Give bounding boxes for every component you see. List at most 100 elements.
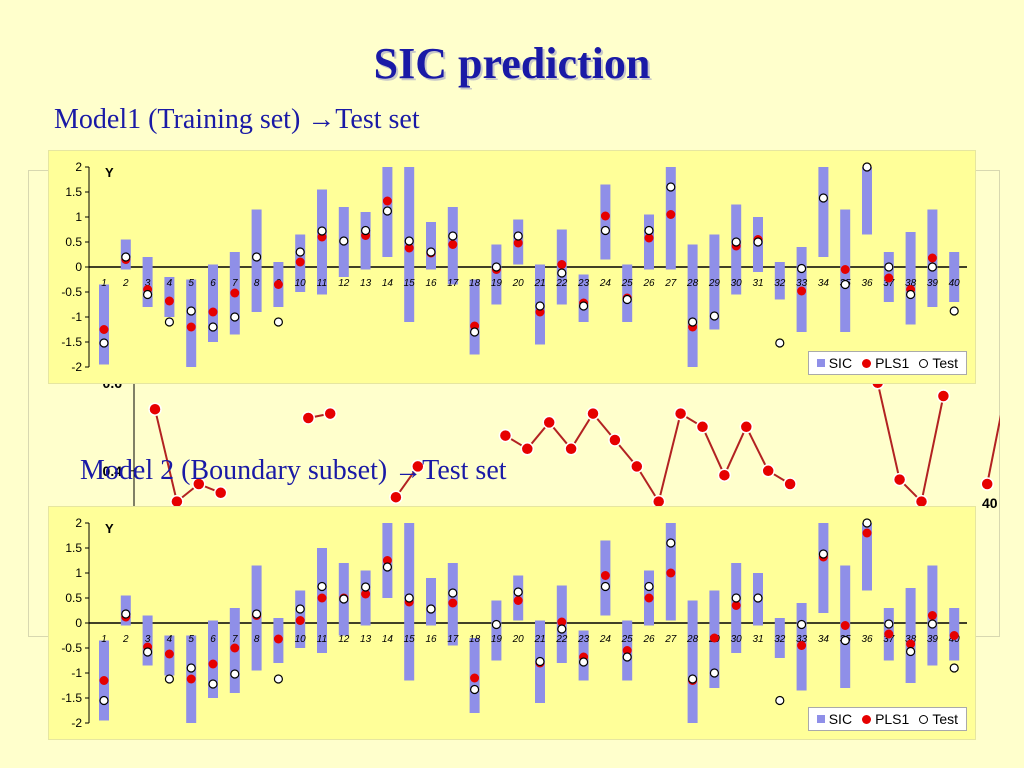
test-point xyxy=(470,327,480,337)
model1-chart-panel: 21.510.50-0.5-1-1.5-2Y123456789101112131… xyxy=(48,150,976,384)
test-point xyxy=(230,312,240,322)
test-point xyxy=(295,604,305,614)
test-point xyxy=(295,247,305,257)
test-point xyxy=(775,338,785,348)
legend-label-test: Test xyxy=(932,355,958,371)
test-point xyxy=(666,182,676,192)
x-category-label: 8 xyxy=(254,278,260,289)
x-category-label: 28 xyxy=(686,278,699,289)
test-point xyxy=(709,311,720,321)
test-point xyxy=(862,162,872,172)
test-point xyxy=(382,562,392,572)
y-axis-label: Y xyxy=(105,165,114,180)
pls1-point xyxy=(644,593,654,603)
x-category-label: 16 xyxy=(425,634,437,645)
y-tick-label: -1.5 xyxy=(61,335,82,349)
pls1-point xyxy=(404,243,414,253)
bg-line-segment xyxy=(154,408,178,502)
pls1-point xyxy=(884,273,894,283)
pls1-point xyxy=(230,643,240,653)
x-category-label: 39 xyxy=(927,278,939,289)
pls1-point xyxy=(666,210,676,219)
x-category-label: 34 xyxy=(818,278,830,289)
x-category-label: 29 xyxy=(708,278,721,289)
bg-line-point xyxy=(892,472,907,487)
x-category-label: 36 xyxy=(861,278,873,289)
x-category-label: 11 xyxy=(317,278,327,289)
test-point xyxy=(252,252,262,262)
test-point xyxy=(949,663,959,673)
bg-line-point xyxy=(586,406,600,421)
x-category-label: 15 xyxy=(404,634,416,645)
test-point xyxy=(252,609,262,619)
test-point xyxy=(230,669,240,679)
pls1-point xyxy=(99,325,109,334)
pls1-point xyxy=(361,589,371,599)
x-category-label: 18 xyxy=(469,278,481,289)
pls1-point xyxy=(295,616,305,625)
sic-range-bar xyxy=(142,615,153,666)
test-point xyxy=(753,237,763,247)
y-tick-label: -0.5 xyxy=(61,641,82,655)
x-category-label: 30 xyxy=(731,278,743,289)
sic-range-bar xyxy=(862,167,872,235)
x-category-label: 38 xyxy=(905,278,917,289)
x-category-label: 2 xyxy=(122,278,129,289)
bg-line-point xyxy=(630,459,644,474)
y-tick-label: 1 xyxy=(75,566,82,580)
sic-range-bar xyxy=(774,262,785,300)
test-point xyxy=(121,609,131,619)
pls1-point xyxy=(840,621,850,630)
legend-label-sic: SIC xyxy=(828,711,853,727)
sic-range-bar xyxy=(426,222,436,270)
bg-line-point xyxy=(148,402,162,416)
pls1-point xyxy=(600,211,610,221)
x-category-label: 19 xyxy=(491,278,503,289)
bg-line-segment xyxy=(570,413,594,450)
test-point xyxy=(164,317,175,327)
sic-range-bar xyxy=(687,244,698,367)
sic-range-bar xyxy=(862,523,872,591)
test-point xyxy=(622,652,632,662)
y-tick-label: 0.5 xyxy=(65,235,82,249)
bg-line-point xyxy=(301,411,316,425)
legend-label-sic: SIC xyxy=(828,355,853,371)
test-swatch xyxy=(919,358,929,368)
x-category-label: 7 xyxy=(232,278,238,289)
bg-line-segment xyxy=(701,426,726,476)
model2-chart: 21.510.50-0.5-1-1.5-2Y123456789101112131… xyxy=(61,516,967,730)
model2-subtitle: Model 2 (Boundary subset) →Test set xyxy=(80,455,507,486)
test-point xyxy=(448,588,458,598)
x-category-label: 22 xyxy=(555,278,568,289)
test-point xyxy=(905,646,916,657)
x-category-label: 13 xyxy=(360,634,372,645)
sic-range-bar xyxy=(905,588,916,683)
test-point xyxy=(208,679,218,689)
model1-subtitle: Model1 (Training set) →Test set xyxy=(54,104,420,135)
test-point xyxy=(884,619,894,629)
test-point xyxy=(361,582,371,592)
x-category-label: 18 xyxy=(469,634,481,645)
bg-line-segment xyxy=(723,426,748,476)
test-point xyxy=(491,262,501,272)
bg-line-point xyxy=(608,433,622,447)
test-point xyxy=(578,301,589,311)
x-category-label: 4 xyxy=(167,278,173,289)
test-point xyxy=(884,262,894,272)
pls1-point xyxy=(317,593,327,603)
legend-label-pls1: PLS1 xyxy=(875,355,910,371)
test-point xyxy=(557,624,567,634)
x-category-label: 25 xyxy=(621,634,634,645)
x-category-label: 20 xyxy=(512,278,525,289)
x-category-label: 17 xyxy=(447,278,459,289)
sic-range-bar xyxy=(360,212,371,270)
sic-range-bar xyxy=(491,244,502,305)
y-tick-label: 1.5 xyxy=(65,541,82,555)
model1-chart: 21.510.50-0.5-1-1.5-2Y123456789101112131… xyxy=(61,160,967,374)
y-tick-label: 0 xyxy=(75,260,82,274)
x-category-label: 33 xyxy=(796,278,808,289)
x-category-label: 10 xyxy=(295,634,307,645)
x-category-label: 37 xyxy=(883,634,895,645)
model1-legend: SIC PLS1 Test xyxy=(807,351,967,375)
bg-line-point xyxy=(980,477,994,491)
